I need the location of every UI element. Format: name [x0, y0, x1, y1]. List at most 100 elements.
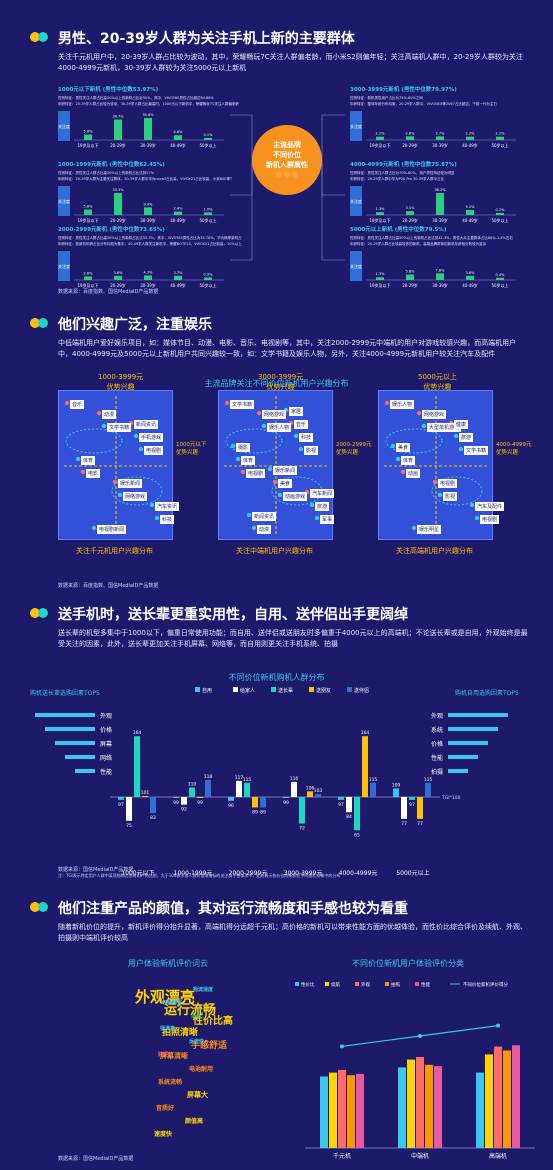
interest-axes [64, 396, 169, 536]
x-tick: 40-49岁 [170, 282, 186, 288]
interest-tag: 电影 [86, 469, 101, 478]
legend-swatch [271, 687, 276, 692]
data-bar [401, 797, 407, 819]
connector-line [230, 160, 253, 196]
legend-swatch [233, 687, 238, 692]
interest-point [133, 433, 139, 439]
cloud-word: 很满意 [160, 1026, 176, 1032]
source-text: 数据来源：百度指数、国信MediaID产品数据 [58, 289, 159, 295]
x-tick: 40-49岁 [170, 217, 186, 223]
x-tick: 20-29岁 [402, 217, 418, 223]
interest-point [75, 456, 81, 462]
legend-swatch [295, 982, 299, 986]
x-tick: 50岁以上 [199, 282, 216, 288]
age-bar [406, 136, 414, 140]
data-bar [398, 1067, 406, 1148]
x-tick: 19岁及以下 [369, 142, 390, 148]
age-bar [466, 136, 474, 140]
interest-point [411, 525, 417, 531]
map-caption: 关注高端机用户兴趣分布 [396, 547, 473, 555]
map-caption: 关注千元机用户兴趣分布 [76, 547, 153, 555]
x-tick: 19岁及以下 [77, 217, 98, 223]
interest-tag: 科技 [299, 433, 314, 442]
interest-tag: 电视剧 [246, 469, 266, 478]
data-label: 164 [361, 730, 370, 736]
bar-value: 36.2% [434, 188, 446, 192]
interest-point [91, 525, 97, 531]
x-tick: 40-49岁 [462, 142, 478, 148]
data-label: 89 [252, 809, 258, 815]
interest-tag: 汽车及配件 [475, 502, 505, 511]
data-bar [362, 736, 368, 797]
age-bar [496, 277, 504, 280]
interest-point [293, 433, 299, 439]
age-bar [204, 277, 212, 280]
age-bar [376, 277, 384, 280]
x-tick: 40-49岁 [462, 282, 478, 288]
legend-label: 送朋友 [316, 687, 331, 694]
interest-tag: 电视剧新闻 [97, 525, 127, 534]
cloud-word: 外观漂亮 [135, 988, 196, 1006]
cloud-word: 好评 [158, 1052, 169, 1058]
teal-dot-icon [38, 318, 48, 328]
interest-point [437, 492, 443, 498]
x-axis-label: 4000-4999元 优势兴趣 [496, 442, 532, 456]
cloud-word: 包装精美 [162, 1000, 183, 1006]
data-bar [417, 797, 423, 819]
bar-value: 5.8% [406, 270, 416, 274]
interest-panel: 娱乐人物 大型单机游戏 文学书籍 动画 影视 电视剧 网络游戏 旅游 体育 电视剧 汽车及配件 娱乐明… [378, 390, 505, 540]
panel-gender-text: 性别特征：男性关注人群占比高50%以上的新机占比达到41.3%，男性大众主要群体… [350, 235, 513, 240]
cloud-word: 拍照清晰 [162, 1028, 199, 1038]
panel-gender-text: 性别特征：男性关注人群占比高50%以上的新机占比近50%，其中，VIVOY85男… [58, 95, 214, 100]
bar-value: 0.4% [496, 273, 506, 277]
ylabel-box [58, 186, 70, 216]
ylabel-box [350, 111, 362, 141]
x-tick: 20-29岁 [402, 282, 418, 288]
bar-value: 3.6% [114, 271, 124, 275]
data-label: 84 [346, 814, 352, 820]
section-title: 他们兴趣广泛，注重娱乐 [58, 317, 212, 333]
left-factor-bar [65, 755, 95, 759]
left-factor-bar [55, 741, 95, 745]
connector-line [321, 160, 345, 196]
interest-point [64, 400, 70, 406]
panel-title: 5000元以上新机 (男性中位数79.5%) [350, 225, 447, 233]
cloud-word: 速度快 [154, 1131, 173, 1138]
interest-tag: 新闻资讯 [252, 512, 277, 521]
interest-point [235, 456, 241, 462]
interest-point [309, 502, 315, 508]
data-bar [197, 797, 203, 798]
interest-point [416, 410, 422, 416]
age-bar [376, 136, 384, 140]
age-bar [174, 211, 182, 215]
data-bar [512, 1045, 520, 1148]
data-bar [425, 782, 431, 797]
data-bar [407, 1059, 415, 1148]
ylabel: 关注度 [350, 123, 362, 129]
bar-value: 2.8% [406, 131, 416, 135]
interest-point [421, 423, 427, 429]
section-desc: 中低端机用户爱好娱乐项目，如：媒体节目、动漫、电影、音乐、电视剧等，其中，关注2… [58, 339, 517, 358]
data-label: 65 [354, 832, 360, 838]
age-bar [114, 193, 122, 215]
x-tick: 20-29岁 [110, 217, 126, 223]
bar-value: 33.3% [112, 188, 124, 192]
cloud-word: 电池耐用 [189, 1066, 214, 1073]
interest-tag: 电视剧 [480, 515, 500, 524]
data-label: 106 [306, 785, 315, 791]
bar-value: 2.2% [466, 132, 476, 136]
x-tick: 高端机 [489, 1152, 507, 1160]
panel-title: 1000-1999元新机 (男性中位数62.45%) [58, 160, 165, 168]
interest-tag: 娱乐人物 [267, 423, 292, 432]
data-bar [393, 788, 399, 797]
x-tick: 50岁以上 [491, 282, 508, 288]
x-tick: 30-39岁 [140, 142, 156, 148]
right-factor-bar [448, 741, 488, 745]
connector-line [230, 160, 253, 261]
interest-point [261, 423, 267, 429]
age-bar [144, 275, 152, 280]
interest-point [453, 433, 459, 439]
cloud-word: 颜值高 [185, 1118, 204, 1125]
interest-tag: 网络游戏 [123, 492, 148, 501]
age-gender-panels: 1000元以下新机 (男性中位数53.97%) 性别特征：男性关注人群占比高50%… [58, 85, 516, 288]
